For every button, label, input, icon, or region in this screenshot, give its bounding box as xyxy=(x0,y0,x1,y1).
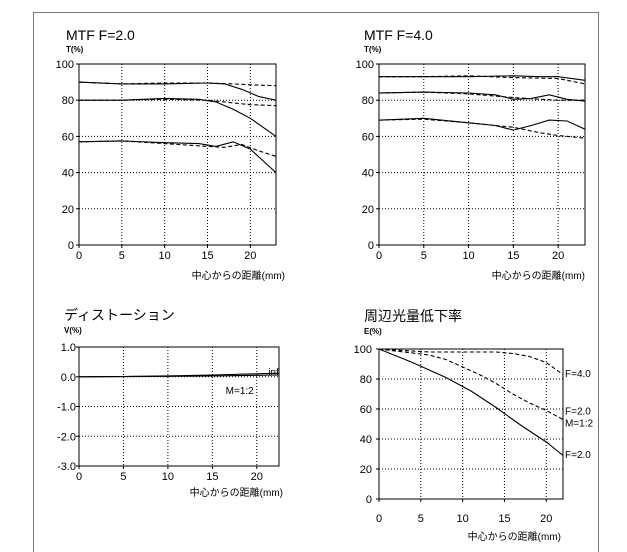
mtf-f2-chart: 0 20 40 60 80 100 0 5 10 15 20 xyxy=(56,59,277,262)
chart3-ytick-label-1: 20 xyxy=(360,464,372,476)
chart0-series-3 xyxy=(79,98,277,107)
mtf-f4-title: MTF F=4.0 xyxy=(364,27,433,43)
vignetting-xlabel: 中心からの距離(mm) xyxy=(467,532,561,543)
chart0-ytick-label-3: 60 xyxy=(62,131,74,143)
mtf-f2-ylabel: T(%) xyxy=(66,45,84,54)
chart1-xtick-label-3: 15 xyxy=(507,250,519,262)
chart1-ytick-label-3: 60 xyxy=(362,131,374,143)
mtf-f2-xlabel: 中心からの距離(mm) xyxy=(191,271,285,282)
chart3-annotation-1: F=2.0 xyxy=(565,407,591,418)
chart3-xtick-label-2: 10 xyxy=(457,513,469,525)
mtf-f2-title: MTF F=2.0 xyxy=(66,27,135,43)
chart0-xtick-label-3: 15 xyxy=(201,250,213,262)
chart1-plot-frame xyxy=(378,63,586,246)
chart2-xtick-label-3: 15 xyxy=(206,471,218,483)
chart0-ytick-label-1: 20 xyxy=(62,204,74,216)
chart3-series-2 xyxy=(378,348,564,456)
chart3-annotation-0: F=4.0 xyxy=(565,369,591,380)
chart3-xtick-label-4: 20 xyxy=(540,513,552,525)
chart1-xtick-label-0: 0 xyxy=(376,250,382,262)
chart2-ytick-label-1: -2.0 xyxy=(57,431,76,443)
chart0-plot-frame xyxy=(78,63,277,246)
chart3-annotation-3: F=2.0 xyxy=(565,450,591,461)
chart0-ytick-label-4: 80 xyxy=(62,95,74,107)
chart3-xtick-label-3: 15 xyxy=(498,513,510,525)
chart-frame xyxy=(33,12,599,552)
chart1-xtick-label-2: 10 xyxy=(462,250,474,262)
chart1-ytick-label-5: 100 xyxy=(356,59,374,71)
chart0-xtick-label-1: 5 xyxy=(119,250,125,262)
chart2-annotation-1: M=1:2 xyxy=(226,386,255,397)
distortion-ylabel: V(%) xyxy=(64,326,82,335)
chart1-ytick-label-2: 40 xyxy=(362,168,374,180)
chart3-ytick-label-2: 40 xyxy=(360,434,372,446)
chart0-ytick-label-0: 0 xyxy=(68,240,74,252)
mtf-f4-chart: 0 20 40 60 80 100 0 5 10 15 20 xyxy=(356,59,586,262)
mtf-f4-xlabel: 中心からの距離(mm) xyxy=(491,271,585,282)
chart2-xtick-label-4: 20 xyxy=(251,471,263,483)
chart2-xtick-label-1: 5 xyxy=(120,471,126,483)
chart1-series-3 xyxy=(378,91,585,101)
chart3-plot-frame xyxy=(378,348,564,500)
chart1-series-1 xyxy=(379,75,586,85)
chart3-xtick-label-0: 0 xyxy=(376,513,382,525)
chart3-ytick-label-5: 100 xyxy=(354,344,372,356)
chart1-ytick-label-4: 80 xyxy=(362,95,374,107)
mtf-f4-ylabel: T(%) xyxy=(364,45,382,54)
chart3-xtick-label-1: 5 xyxy=(418,513,424,525)
chart1-series-0 xyxy=(379,75,586,81)
chart3-annotation-2: M=1:2 xyxy=(565,419,594,430)
chart3-ytick-label-4: 80 xyxy=(360,374,372,386)
chart2-annotation-0: inf xyxy=(268,367,279,378)
chart2-xtick-label-2: 10 xyxy=(162,471,174,483)
chart0-xtick-label-0: 0 xyxy=(76,250,82,262)
chart2-series-1 xyxy=(78,374,280,378)
chart0-series-2 xyxy=(79,97,277,137)
chart1-xtick-label-4: 20 xyxy=(552,250,564,262)
chart1-ytick-label-0: 0 xyxy=(368,240,374,252)
chart2-xtick-label-0: 0 xyxy=(76,471,82,483)
chart0-ytick-label-5: 100 xyxy=(56,59,74,71)
chart3-ytick-label-3: 60 xyxy=(360,404,372,416)
chart2-ytick-label-2: -1.0 xyxy=(57,402,76,414)
chart0-series-1 xyxy=(78,81,277,87)
vignetting-title: 周辺光量低下率 xyxy=(364,308,462,324)
chart0-xtick-label-4: 20 xyxy=(244,250,256,262)
chart0-series-5 xyxy=(78,140,277,157)
chart0-ytick-label-2: 40 xyxy=(62,168,74,180)
chart0-series-4 xyxy=(78,140,277,174)
distortion-title: ディストーション xyxy=(64,307,175,323)
chart3-series-0 xyxy=(378,348,564,375)
distortion-xlabel: 中心からの距離(mm) xyxy=(189,488,283,499)
vignetting-ylabel: E(%) xyxy=(364,327,382,336)
chart2-ytick-label-0: -3.0 xyxy=(57,461,76,473)
chart1-ytick-label-1: 20 xyxy=(362,204,374,216)
chart3-ytick-label-0: 0 xyxy=(366,494,372,506)
chart0-xtick-label-2: 10 xyxy=(159,250,171,262)
chart2-ytick-label-4: 1.0 xyxy=(61,342,76,354)
chart1-series-4 xyxy=(378,117,586,131)
distortion-chart: -3.0 -2.0 -1.0 0.0 1.0 0 5 10 15 20 inf M=1:2 xyxy=(57,342,280,483)
chart2-ytick-label-3: 0.0 xyxy=(61,372,76,384)
chart1-xtick-label-1: 5 xyxy=(421,250,427,262)
chart3-series-1 xyxy=(378,348,564,420)
